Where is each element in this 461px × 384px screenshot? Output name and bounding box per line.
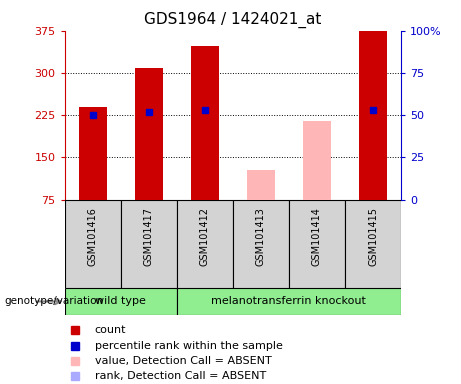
Bar (135, 68, 163, 200)
Bar (359, 31, 387, 200)
Bar (345, 200, 401, 288)
Title: GDS1964 / 1424021_at: GDS1964 / 1424021_at (144, 12, 321, 28)
Bar (177, 200, 233, 288)
Text: GSM101414: GSM101414 (312, 207, 322, 266)
Text: rank, Detection Call = ABSENT: rank, Detection Call = ABSENT (95, 371, 266, 381)
Text: GSM101416: GSM101416 (88, 207, 98, 266)
Text: percentile rank within the sample: percentile rank within the sample (95, 341, 283, 351)
Bar (289, 200, 345, 288)
Text: GSM101415: GSM101415 (368, 207, 378, 266)
Bar (303, 121, 331, 200)
Text: wild type: wild type (95, 296, 146, 306)
Bar (247, 170, 275, 200)
Bar (233, 200, 289, 288)
Text: melanotransferrin knockout: melanotransferrin knockout (212, 296, 366, 306)
Bar (78, 107, 106, 200)
Text: value, Detection Call = ABSENT: value, Detection Call = ABSENT (95, 356, 272, 366)
Text: GSM101417: GSM101417 (144, 207, 154, 266)
Bar (65, 200, 121, 288)
Text: genotype/variation: genotype/variation (5, 296, 104, 306)
Bar (121, 200, 177, 288)
Bar (65, 288, 177, 315)
Text: GSM101412: GSM101412 (200, 207, 210, 266)
Bar (177, 288, 401, 315)
Bar (191, 46, 219, 200)
Text: GSM101413: GSM101413 (256, 207, 266, 266)
Text: count: count (95, 325, 126, 335)
